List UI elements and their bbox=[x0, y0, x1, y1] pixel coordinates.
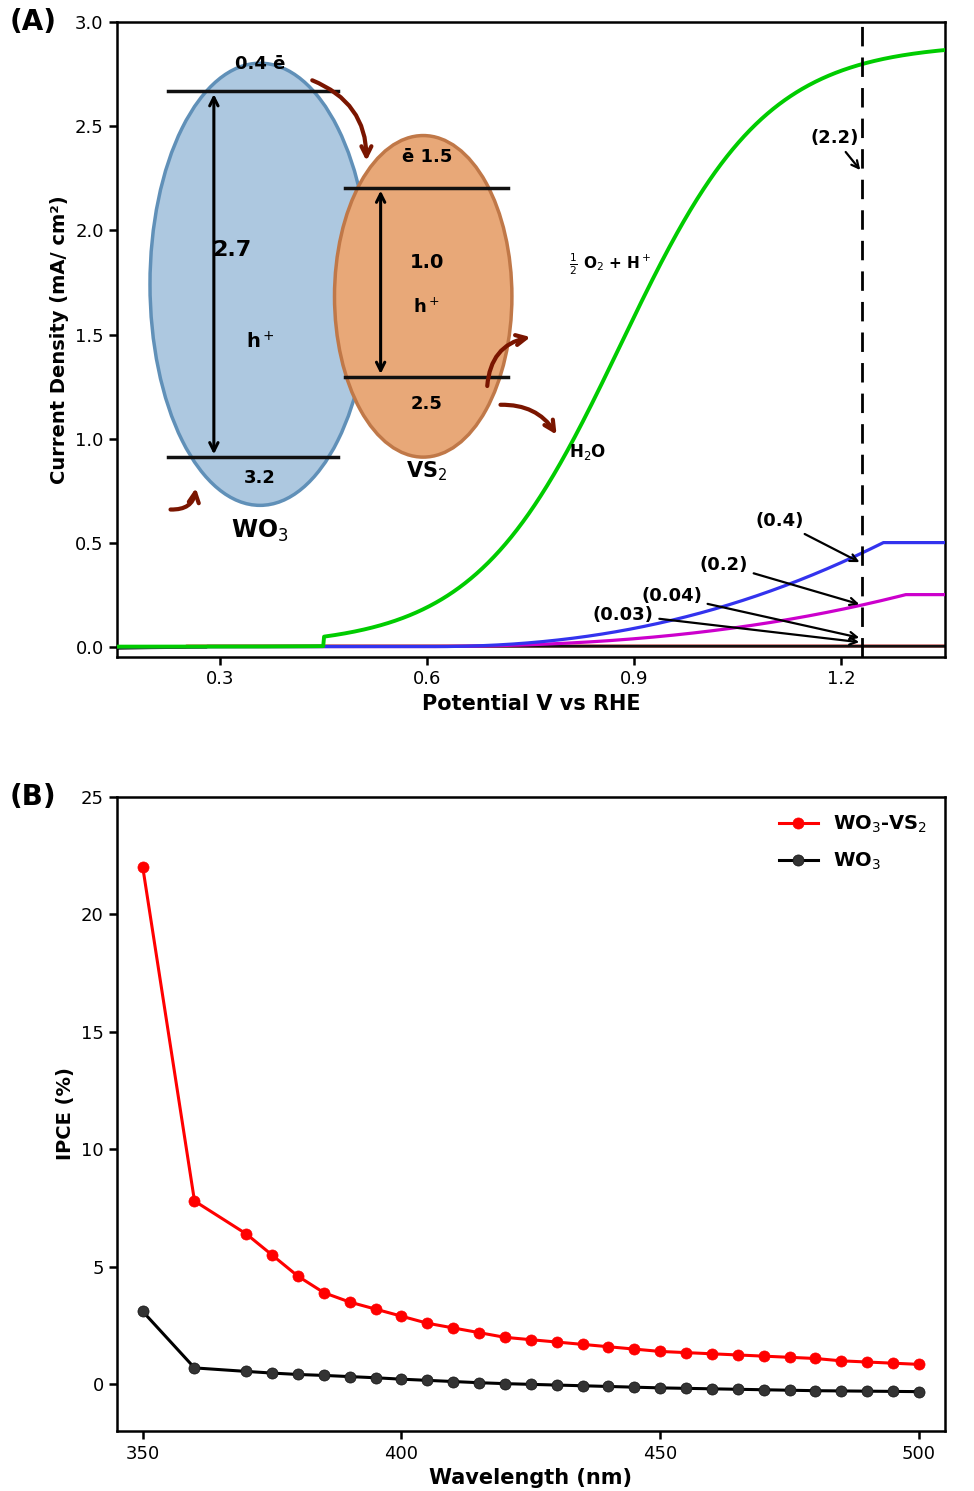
WO$_3$-VS$_2$ bbox=[422, 1314, 433, 1331]
WO$_3$-VS$_2$ bbox=[292, 1267, 304, 1285]
WO$_3$ bbox=[499, 1375, 510, 1393]
WO$_3$ bbox=[732, 1381, 744, 1399]
WO$_3$-VS$_2$ bbox=[706, 1345, 718, 1363]
WO$_3$ bbox=[292, 1366, 304, 1384]
WO$_3$-VS$_2$ bbox=[680, 1343, 692, 1361]
WO$_3$-VS$_2$ bbox=[525, 1331, 537, 1349]
WO$_3$ bbox=[861, 1382, 873, 1400]
WO$_3$-VS$_2$ bbox=[628, 1340, 640, 1358]
WO$_3$ bbox=[266, 1364, 278, 1382]
WO$_3$-VS$_2$ bbox=[473, 1324, 485, 1342]
Text: (2.2): (2.2) bbox=[810, 130, 859, 168]
WO$_3$ bbox=[706, 1379, 718, 1397]
WO$_3$ bbox=[655, 1379, 666, 1397]
WO$_3$-VS$_2$ bbox=[370, 1300, 382, 1318]
WO$_3$-VS$_2$ bbox=[784, 1348, 796, 1366]
WO$_3$-VS$_2$ bbox=[499, 1328, 510, 1346]
Text: (0.04): (0.04) bbox=[641, 587, 857, 640]
WO$_3$ bbox=[551, 1376, 563, 1394]
WO$_3$-VS$_2$ bbox=[861, 1352, 873, 1370]
WO$_3$-VS$_2$ bbox=[913, 1355, 924, 1373]
Text: (0.03): (0.03) bbox=[593, 605, 857, 644]
WO$_3$ bbox=[318, 1366, 329, 1384]
Legend: WO$_3$-VS$_2$, WO$_3$: WO$_3$-VS$_2$, WO$_3$ bbox=[770, 807, 935, 880]
WO$_3$ bbox=[189, 1358, 201, 1376]
Line: WO$_3$-VS$_2$: WO$_3$-VS$_2$ bbox=[137, 862, 924, 1370]
WO$_3$ bbox=[913, 1382, 924, 1400]
Y-axis label: IPCE (%): IPCE (%) bbox=[56, 1068, 75, 1160]
WO$_3$-VS$_2$ bbox=[344, 1293, 356, 1311]
WO$_3$ bbox=[137, 1303, 149, 1321]
WO$_3$ bbox=[680, 1379, 692, 1397]
WO$_3$-VS$_2$ bbox=[266, 1246, 278, 1264]
WO$_3$-VS$_2$ bbox=[836, 1352, 847, 1370]
WO$_3$-VS$_2$ bbox=[887, 1354, 899, 1372]
WO$_3$ bbox=[628, 1378, 640, 1396]
WO$_3$ bbox=[809, 1382, 821, 1400]
WO$_3$-VS$_2$ bbox=[655, 1342, 666, 1360]
WO$_3$-VS$_2$ bbox=[447, 1320, 459, 1337]
WO$_3$-VS$_2$ bbox=[241, 1226, 252, 1243]
WO$_3$ bbox=[784, 1381, 796, 1399]
WO$_3$ bbox=[473, 1373, 485, 1391]
WO$_3$-VS$_2$ bbox=[732, 1346, 744, 1364]
WO$_3$-VS$_2$ bbox=[395, 1308, 407, 1325]
WO$_3$-VS$_2$ bbox=[603, 1337, 615, 1355]
WO$_3$ bbox=[395, 1370, 407, 1388]
Text: (0.4): (0.4) bbox=[755, 511, 857, 561]
WO$_3$ bbox=[836, 1382, 847, 1400]
WO$_3$-VS$_2$ bbox=[809, 1349, 821, 1367]
WO$_3$-VS$_2$ bbox=[137, 859, 149, 877]
WO$_3$ bbox=[603, 1378, 615, 1396]
X-axis label: Potential V vs RHE: Potential V vs RHE bbox=[422, 693, 640, 714]
WO$_3$ bbox=[344, 1367, 356, 1385]
WO$_3$ bbox=[758, 1381, 769, 1399]
WO$_3$ bbox=[577, 1376, 588, 1394]
WO$_3$ bbox=[241, 1363, 252, 1381]
WO$_3$-VS$_2$ bbox=[758, 1348, 769, 1366]
WO$_3$ bbox=[447, 1373, 459, 1391]
WO$_3$ bbox=[422, 1372, 433, 1390]
WO$_3$-VS$_2$ bbox=[189, 1191, 201, 1209]
Y-axis label: Current Density (mA/ cm²): Current Density (mA/ cm²) bbox=[51, 195, 69, 485]
WO$_3$ bbox=[525, 1375, 537, 1393]
X-axis label: Wavelength (nm): Wavelength (nm) bbox=[430, 1469, 632, 1488]
Line: WO$_3$: WO$_3$ bbox=[137, 1306, 924, 1397]
Text: (A): (A) bbox=[10, 9, 56, 36]
WO$_3$ bbox=[370, 1369, 382, 1387]
WO$_3$-VS$_2$ bbox=[318, 1284, 329, 1302]
Text: (0.2): (0.2) bbox=[700, 556, 857, 605]
WO$_3$-VS$_2$ bbox=[577, 1336, 588, 1354]
WO$_3$-VS$_2$ bbox=[551, 1333, 563, 1351]
WO$_3$ bbox=[887, 1382, 899, 1400]
Text: (B): (B) bbox=[10, 783, 56, 811]
